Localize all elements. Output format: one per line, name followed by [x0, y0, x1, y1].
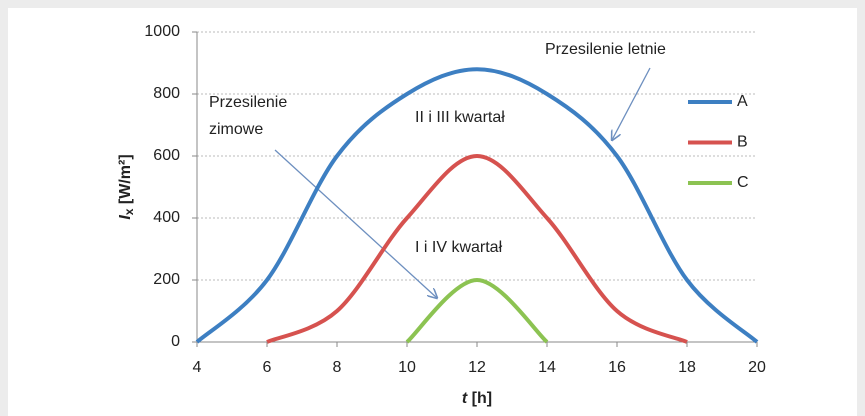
- y-tick-label: 800: [153, 85, 180, 102]
- annotation: I i IV kwartał: [415, 239, 503, 256]
- y-var: I: [117, 215, 134, 220]
- plot: [195, 67, 759, 344]
- x-axis-label: t [h]: [462, 390, 492, 407]
- y-tick-label: 600: [153, 147, 180, 164]
- series-line: [405, 278, 549, 344]
- legend-label: C: [737, 174, 749, 191]
- x-tick-label: 8: [333, 359, 342, 376]
- x-tick-label: 12: [468, 359, 486, 376]
- arrow: [274, 149, 437, 298]
- x-unit: [h]: [472, 390, 492, 407]
- y-sub: x: [122, 208, 136, 215]
- series-line: [195, 67, 759, 344]
- annotation: Przesilenie: [209, 94, 287, 111]
- annotation: II i III kwartał: [415, 109, 505, 126]
- arrow: [612, 67, 651, 140]
- y-tick-label: 1000: [144, 23, 180, 40]
- x-var: t: [462, 390, 468, 407]
- x-tick-label: 4: [193, 359, 202, 376]
- x-tick-label: 18: [678, 359, 696, 376]
- x-tick-label: 6: [263, 359, 272, 376]
- legend-label: A: [737, 93, 748, 110]
- y-tick-label: 200: [153, 271, 180, 288]
- y-tick-label: 0: [171, 333, 180, 350]
- x-tick-label: 16: [608, 359, 626, 376]
- panel: [8, 8, 857, 416]
- annotation: zimowe: [209, 121, 263, 138]
- x-tick-label: 14: [538, 359, 556, 376]
- legend-label: B: [737, 134, 748, 151]
- x-tick-label: 20: [748, 359, 766, 376]
- y-tick-label: 400: [153, 209, 180, 226]
- y-unit: [W/m²]: [117, 154, 134, 204]
- series-line: [266, 154, 688, 344]
- y-axis-label: Ix [W/m²]: [117, 154, 136, 219]
- x-tick-label: 10: [398, 359, 416, 376]
- annotation: Przesilenie letnie: [545, 41, 666, 58]
